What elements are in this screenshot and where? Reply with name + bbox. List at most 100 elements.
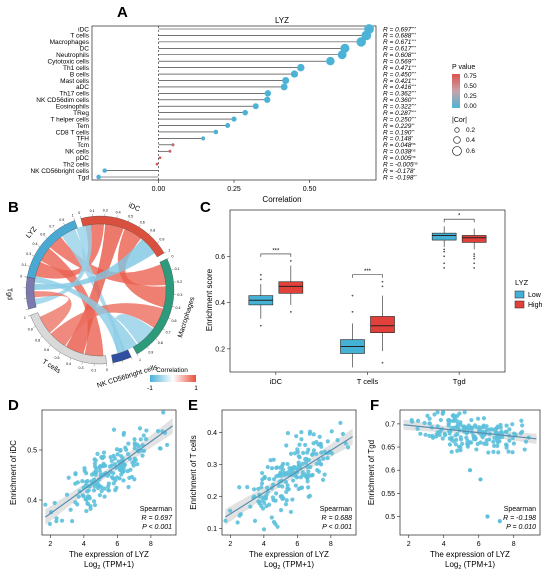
scatter-point [122,462,127,468]
scatter-point [454,437,459,442]
y-tick-label: 0.6 [385,468,395,475]
scatter-point [462,424,467,429]
sector-tick [136,354,139,357]
scatter-point [294,434,299,439]
scatter-point [415,426,420,431]
scatter-point [223,518,228,523]
scatter-point [144,428,149,433]
sector-tick-label: 0.8 [35,339,40,343]
scatter-point [256,486,261,492]
scatter-point [449,449,454,455]
x-tick-label: 0.50 [303,186,317,193]
scatter-point [119,472,124,477]
correlation-min: -1 [147,385,153,392]
p-value-legend-title: P value [452,64,475,71]
category-label: pDC [76,155,89,162]
scatter-point [238,512,243,517]
sector-tick [116,215,118,218]
scatter-point [495,440,500,445]
x-axis-label-part: Log [445,560,458,569]
scatter-point [314,461,319,466]
sector-tick-label: 0.4 [116,211,121,215]
sector-tick [73,218,75,221]
panel-label-b: B [8,199,19,216]
scatter-point [512,431,517,436]
significance-mark: *** [272,248,280,254]
scatter-point [474,447,479,452]
scatter-point [259,503,264,509]
chord-link [50,303,164,346]
panel-a-xlabel: Correlation [262,195,301,204]
box-outlier [381,361,384,364]
x-axis-label-part: (TPM+1) [100,560,134,569]
significance-bracket [260,253,292,257]
category-label: Macrophages [50,39,90,46]
sector-tick [69,357,72,361]
sector-tick-label: 0.1 [175,267,180,271]
y-tick-label: 0.2 [207,494,217,501]
sector-tick [167,257,170,259]
x-axis-label-part: Log [84,560,97,569]
cor-size-06 [452,146,462,156]
panel-a-frame [91,25,377,181]
scatter-point [307,431,312,436]
lollipop-point [282,76,290,84]
scatter-point [298,485,303,491]
scatter-point [47,521,52,527]
scatter-point [101,454,107,459]
scatter-point [85,494,90,499]
y-tick-label: 0.4 [207,430,217,437]
p-tick-050: 0.50 [464,83,477,90]
scatter-point [315,468,320,473]
scatter-point [268,458,273,463]
scatter-point [99,488,104,494]
scatter-point [92,484,97,489]
lollipop-point [231,116,237,122]
sector-tick [33,326,36,328]
scatter-point [92,461,97,466]
scatter-point [59,518,65,523]
scatter-point [132,446,137,451]
y-tick-label: 0.2 [215,346,225,353]
lollipop-point [264,90,272,97]
scatter-point [290,478,296,483]
scatter-point [415,418,421,423]
scatter-point [287,465,292,471]
lollipop-point [225,123,231,129]
scatter-point [285,431,291,436]
sector-tick-label: 0.6 [140,221,145,225]
scatter-point [317,434,322,439]
scatter-point [270,495,275,500]
category-label: Th2 cells [63,161,90,168]
panel-a-title: LYZ [275,16,289,25]
r-value-label: R = 0.450*** [383,70,416,78]
sector-tick-label: 0.2 [177,280,182,284]
sector-tick-label: 1 [168,249,170,253]
category-label: NK CD56dim cells [36,97,89,104]
sector-tick [155,338,158,341]
scatter-point [335,438,340,443]
sector-tick-label: 0.9 [148,350,153,354]
scatter-point [311,432,316,437]
cor-tick-06: 0.6 [466,148,475,155]
legend-high-swatch [514,300,525,309]
sector-tick-label: 0 [172,255,174,259]
sector-tick-label: 1 [139,358,141,362]
scatter-point [278,507,284,513]
panel-c-legend: LYZ Low High [514,278,543,309]
y-tick-label: 0.65 [381,445,395,452]
scatter-point [85,479,90,484]
scatter-point [113,487,118,493]
scatter-point [262,500,267,505]
x-axis-label-unit: Log2 (TPM+1) [84,560,134,571]
scatter-point [462,410,467,415]
scatter-point [325,439,330,444]
x-tick-label: 4 [442,541,446,548]
lollipop-point [155,162,159,166]
x-tick-label: 6 [295,541,299,548]
x-axis-label-part: 2 [458,565,461,571]
r-value-label: R = 0.471*** [383,64,416,72]
x-tick-label: 2 [228,541,232,548]
stats-r: R = 0.697 [141,515,173,522]
